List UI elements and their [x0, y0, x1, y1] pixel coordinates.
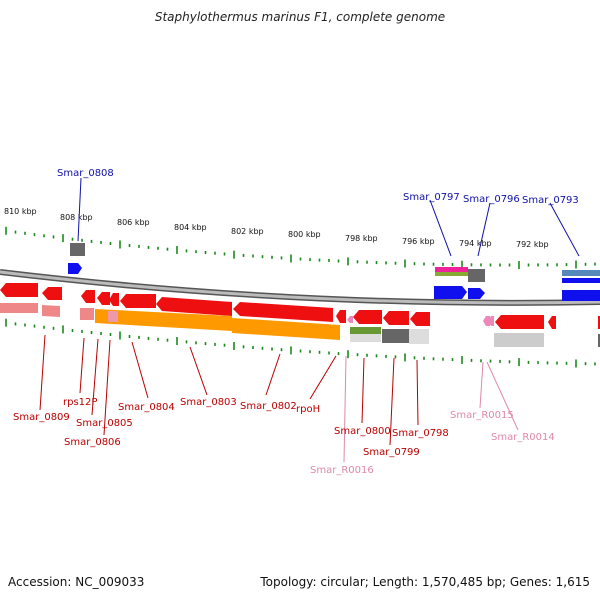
gene-smar-0797[interactable]	[434, 286, 467, 299]
leader-smar-0804	[131, 341, 149, 399]
gene-rpoh[interactable]	[336, 310, 346, 323]
leader-rps12p	[79, 337, 85, 394]
gene-smar-0794[interactable]	[548, 316, 556, 329]
gene-smar-0805[interactable]	[97, 292, 110, 305]
leader-smar-0805	[91, 338, 99, 416]
gene-smar-0808[interactable]	[68, 263, 82, 274]
gene-label[interactable]: Smar_0797	[403, 192, 460, 203]
gene-smar-0796-cds	[468, 269, 485, 282]
gene-smar-0804[interactable]	[120, 294, 156, 308]
gene-smar-0797-domain2	[435, 272, 468, 276]
scale-label: 800 kbp	[288, 230, 321, 239]
feature-orange-domain2	[232, 318, 340, 340]
leader-smar-0803	[189, 346, 208, 396]
gene-smar-r0016[interactable]	[347, 316, 353, 323]
gene-smar-0803[interactable]	[156, 297, 232, 316]
feature-smar-0809	[0, 303, 38, 313]
leader-smar-0799	[389, 357, 395, 446]
feature-orange-domain	[95, 309, 232, 331]
scale-label: 796 kbp	[402, 237, 435, 246]
forward-genes	[68, 243, 600, 301]
feature-smar-0805	[108, 311, 118, 322]
leader-smar-r0015	[479, 361, 484, 409]
gene-label[interactable]: Smar_R0016	[310, 465, 374, 476]
scale-label: 804 kbp	[174, 223, 207, 232]
feature-grey-domain3	[494, 333, 544, 347]
scale-label: 792 kbp	[516, 240, 549, 249]
leader-smar-0798	[416, 359, 419, 426]
feature-rps12p	[80, 308, 94, 320]
scale-labels: 810 kbp 808 kbp 806 kbp 804 kbp 802 kbp …	[4, 207, 549, 249]
leader-lines	[39, 177, 580, 463]
scale-label: 806 kbp	[117, 218, 150, 227]
topology-text: Topology: circular; Length: 1,570,485 bp…	[260, 575, 590, 589]
leader-smar-r0016	[343, 355, 347, 463]
map-title: Staphylothermus marinus F1, complete gen…	[154, 10, 446, 24]
scale-label: 802 kbp	[231, 227, 264, 236]
leader-smar-0796	[477, 202, 491, 257]
gene-label[interactable]: Smar_0793	[522, 195, 579, 206]
gene-smar-0793-domain2	[562, 278, 600, 283]
feature-grey-domain2	[409, 329, 429, 344]
gene-label[interactable]: Smar_0805	[76, 418, 133, 429]
gene-smar-0797-domain	[435, 267, 468, 272]
gene-smar-0802[interactable]	[233, 302, 333, 322]
scale-label: 794 kbp	[459, 239, 492, 248]
gene-smar-0796[interactable]	[468, 288, 485, 299]
gene-smar-0809[interactable]	[0, 283, 38, 297]
gene-label[interactable]: Smar_0796	[463, 194, 520, 205]
leader-smar-0809	[39, 334, 46, 411]
gene-label[interactable]: Smar_0806	[64, 437, 121, 448]
gene-smar-r0015[interactable]	[483, 316, 490, 326]
leader-smar-0800	[361, 357, 365, 424]
feature-smar-0809b	[42, 305, 60, 317]
leader-smar-0806	[103, 339, 111, 436]
gene-smar-0800[interactable]	[353, 310, 382, 324]
bottom-scale-ticks	[5, 318, 596, 368]
gene-smar-0809b[interactable]	[42, 287, 62, 300]
gene-label[interactable]: rpoH	[296, 404, 320, 415]
leader-smar-0802	[265, 353, 281, 396]
gene-label[interactable]: Smar_0804	[118, 402, 175, 413]
gene-label[interactable]: Smar_0808	[57, 168, 114, 179]
gene-label[interactable]: Smar_0798	[392, 428, 449, 439]
gene-smar-r0015b[interactable]	[488, 316, 494, 326]
gene-label[interactable]: rps12P	[63, 397, 97, 408]
feature-tracks	[0, 303, 600, 347]
leader-smar-0797	[429, 199, 452, 257]
gene-smar-0798[interactable]	[410, 312, 430, 326]
leader-smar-0808	[77, 177, 82, 242]
gene-smar-0793-rev[interactable]	[495, 315, 544, 329]
gene-label[interactable]: Smar_R0014	[491, 432, 555, 443]
gene-labels-bottom: Smar_0809 rps12P Smar_0805 Smar_0806 Sma…	[13, 397, 555, 476]
scale-label: 798 kbp	[345, 234, 378, 243]
feature-grey-domain	[350, 334, 381, 342]
scale-label: 808 kbp	[60, 213, 93, 222]
gene-smar-0799[interactable]	[383, 311, 409, 325]
feature-dark-domain	[382, 329, 409, 343]
leader-smar-0793	[549, 202, 580, 257]
gene-rps12p[interactable]	[81, 290, 95, 303]
feature-green-domain	[350, 327, 381, 334]
scale-label: 810 kbp	[4, 207, 37, 216]
leader-smar-r0014	[486, 361, 519, 431]
gene-label[interactable]: Smar_0802	[240, 401, 297, 412]
gene-label[interactable]: Smar_0799	[363, 447, 420, 458]
gene-label[interactable]: Smar_0809	[13, 412, 70, 423]
accession-text: Accession: NC_009033	[8, 575, 145, 589]
gene-label[interactable]: Smar_R0015	[450, 410, 514, 421]
backbone	[0, 270, 600, 305]
gene-smar-0793-domain	[562, 270, 600, 276]
gene-label[interactable]: Smar_0803	[180, 397, 237, 408]
gene-smar-0806[interactable]	[109, 293, 119, 306]
gene-smar-0793[interactable]	[562, 290, 600, 301]
gene-smar-0808-cds[interactable]	[70, 243, 85, 256]
gene-labels-top: Smar_0808 Smar_0797 Smar_0796 Smar_0793	[57, 168, 579, 206]
gene-label[interactable]: Smar_0800	[334, 426, 391, 437]
reverse-genes	[0, 283, 600, 329]
leader-rpoh	[309, 355, 337, 400]
